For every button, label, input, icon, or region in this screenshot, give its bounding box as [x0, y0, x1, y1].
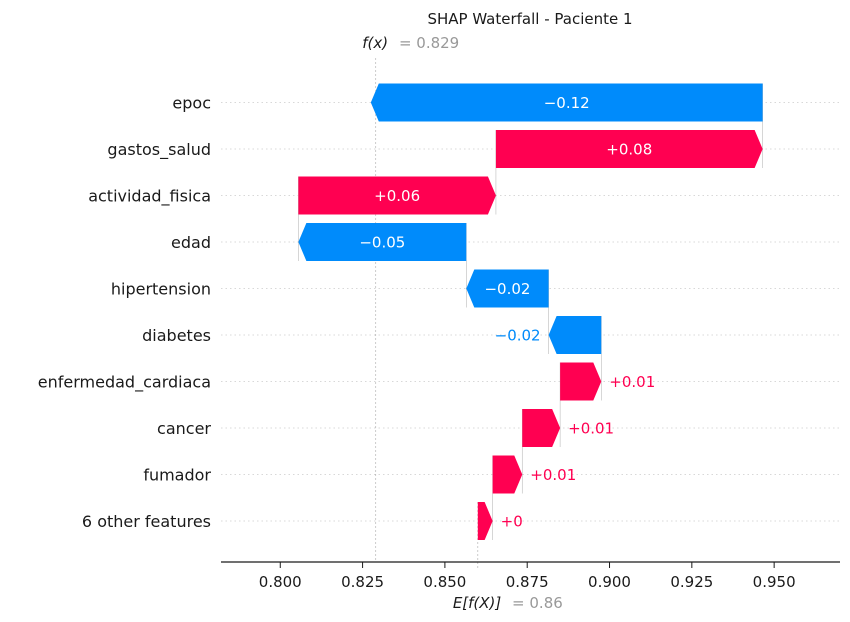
x-tick-label: 0.950	[753, 573, 796, 591]
bar-diabetes	[548, 316, 602, 354]
bar-edad	[298, 223, 467, 261]
bar-value-label: −0.02	[484, 280, 530, 298]
bar-actividad_fisica	[298, 176, 496, 215]
bar-value-label: +0.06	[374, 187, 420, 205]
x-tick-label: 0.825	[341, 573, 384, 591]
bar-value-label: +0.01	[530, 466, 576, 484]
bar-value-label: −0.05	[359, 234, 405, 252]
bar-enfermedad_cardiaca	[560, 362, 602, 401]
bar-hipertension	[466, 269, 549, 308]
bar-value-label: −0.12	[544, 94, 590, 112]
feature-label: fumador	[143, 466, 211, 485]
bar-gastos_salud	[495, 130, 763, 168]
x-axis: 0.800 0.825 0.850 0.875 0.900 0.925 0.950	[221, 561, 840, 591]
x-tick-label: 0.925	[670, 573, 713, 591]
feature-label: 6 other features	[82, 512, 211, 531]
bar-value-label: +0.01	[568, 420, 614, 438]
bar-6-other-features	[477, 502, 493, 540]
expected-value-label: E[f(X)] = 0.86	[453, 594, 563, 612]
expected-value-value: = 0.86	[512, 594, 563, 612]
expected-value-name: E[f(X)]	[453, 594, 502, 612]
x-tick-label: 0.900	[588, 573, 631, 591]
chart-title: SHAP Waterfall - Paciente 1	[427, 10, 632, 28]
bar-cancer	[522, 409, 561, 447]
feature-label: epoc	[172, 94, 211, 113]
bar-fumador	[492, 455, 523, 494]
feature-label: enfermedad_cardiaca	[38, 373, 211, 393]
feature-label: diabetes	[142, 326, 211, 345]
feature-label: edad	[171, 233, 211, 252]
feature-label: gastos_salud	[107, 140, 211, 160]
x-tick-label: 0.875	[506, 573, 549, 591]
fx-label: f(x) = 0.829	[362, 34, 459, 52]
x-tick-label: 0.850	[423, 573, 466, 591]
bar-value-label: +0.08	[606, 141, 652, 159]
fx-value: = 0.829	[399, 34, 459, 52]
bar-value-label: +0.01	[609, 373, 655, 391]
feature-label: hipertension	[111, 280, 211, 299]
fx-name: f(x)	[362, 34, 388, 52]
bar-value-label: +0	[501, 513, 523, 531]
feature-label: cancer	[157, 419, 211, 438]
feature-label: actividad_fisica	[88, 187, 211, 207]
bars-group: −0.12 +0.08 +0.06 −0.05 −0.02 −0.02 +0.01 +0.01…	[298, 83, 763, 540]
bar-value-label: −0.02	[495, 327, 541, 345]
bar-epoc	[370, 83, 763, 122]
x-tick-label: 0.800	[259, 573, 302, 591]
